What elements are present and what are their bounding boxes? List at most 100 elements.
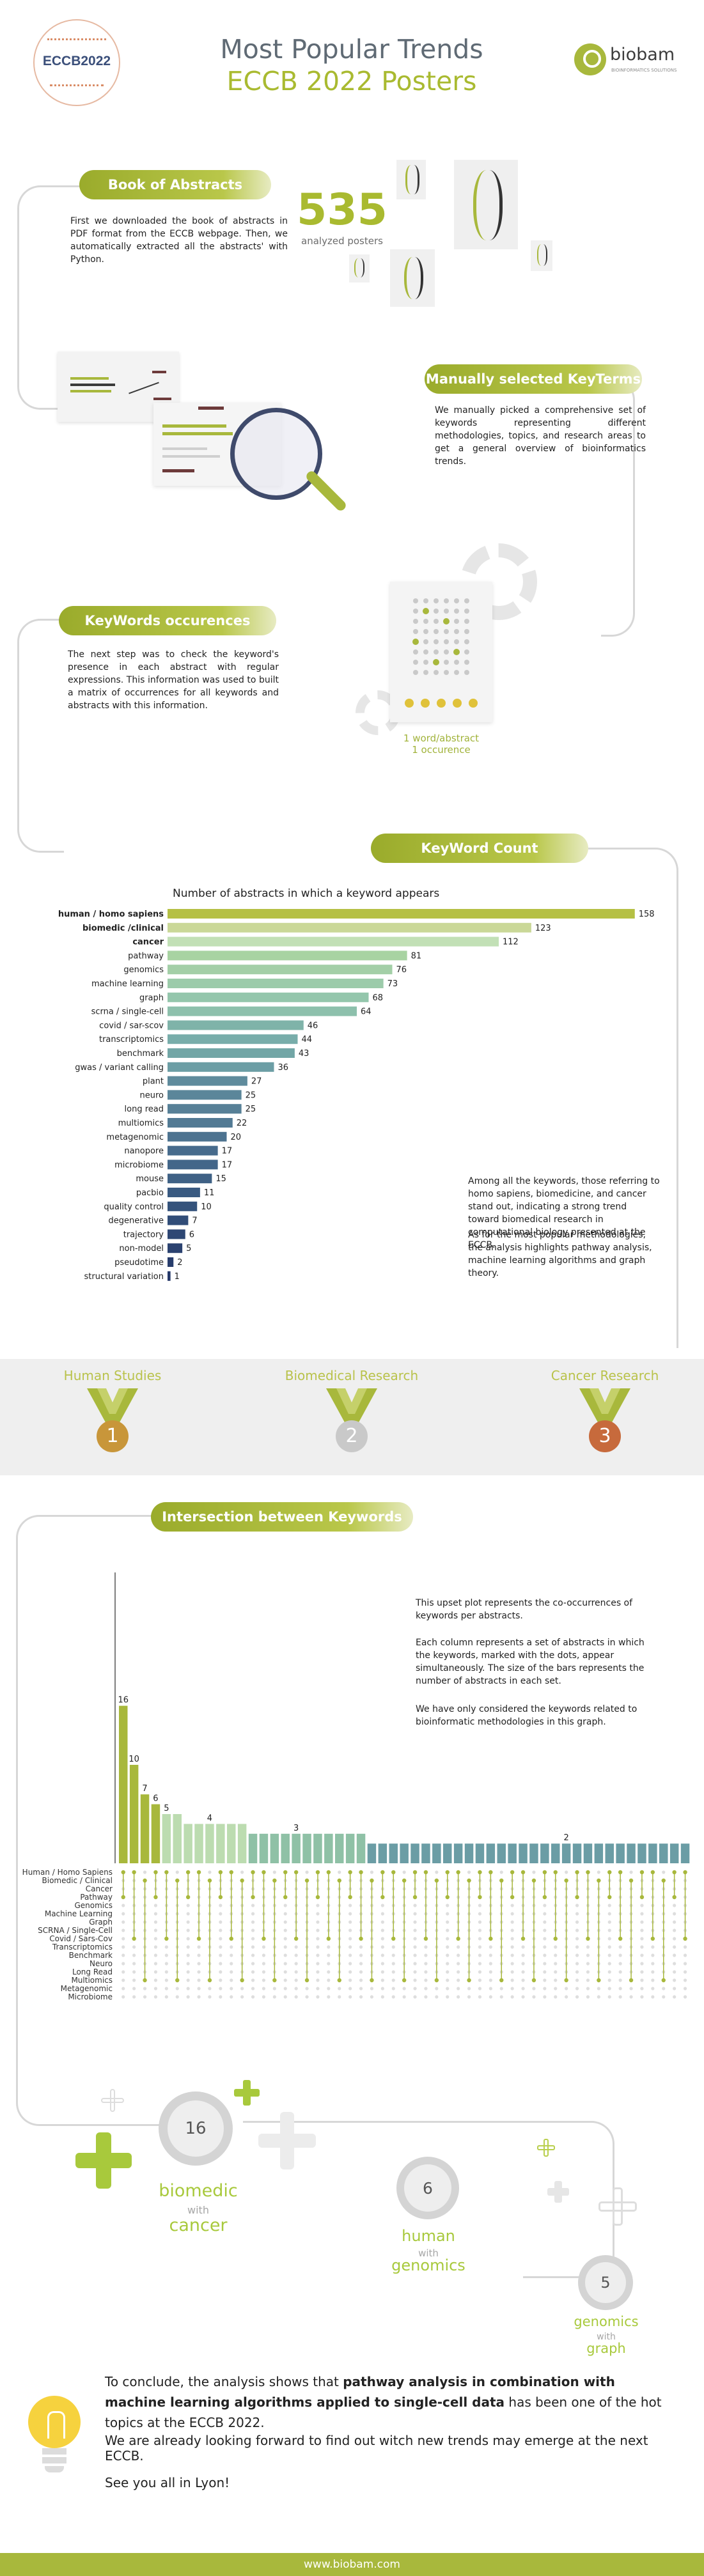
upset-matrix-dot: [153, 1978, 158, 1982]
upset-matrix-dot-active: [510, 1870, 515, 1875]
upset-bar: [519, 1843, 528, 1863]
upset-matrix-dot-active: [251, 1895, 255, 1900]
upset-matrix-dot: [607, 1928, 611, 1932]
footer-url-link[interactable]: www.biobam.com: [304, 2558, 400, 2571]
upset-bar: [605, 1843, 614, 1863]
upset-matrix-dot: [186, 1970, 190, 1974]
upset-bar: [367, 1843, 377, 1863]
upset-matrix-dot: [219, 1945, 223, 1949]
upset-matrix-dot: [673, 1928, 677, 1932]
upset-matrix-dot: [424, 1978, 428, 1982]
upset-set-label: Benchmark: [69, 1951, 113, 1960]
footer-bar: [0, 2553, 704, 2576]
upset-matrix-dot: [413, 1987, 417, 1990]
bar-label: microbiome: [114, 1160, 164, 1170]
bar: [168, 1020, 304, 1030]
upset-matrix-dot: [380, 1962, 384, 1966]
upset-matrix-dot: [478, 1928, 482, 1932]
upset-matrix-dot: [413, 1912, 417, 1916]
upset-matrix-dot: [575, 1987, 579, 1990]
upset-matrix-dot: [543, 1937, 547, 1941]
bar-value-label: 68: [373, 993, 384, 1003]
upset-bar: [443, 1843, 452, 1863]
manually-selected-keyterms-text: We manually picked a comprehensive set o…: [435, 405, 646, 467]
pair-3-word2: graph: [586, 2341, 626, 2356]
bar: [168, 1145, 218, 1156]
upset-set-label: Transcriptomics: [52, 1943, 113, 1951]
upset-matrix-dot: [262, 1953, 266, 1957]
lightbulb-icon: [28, 2396, 81, 2479]
analyzed-posters-caption: analyzed posters: [301, 235, 383, 247]
upset-matrix-dot: [380, 1928, 384, 1932]
upset-matrix-dot: [478, 1937, 482, 1941]
upset-matrix-dot: [262, 1970, 266, 1974]
upset-matrix-dot: [575, 1912, 579, 1916]
upset-matrix-dot-active: [402, 1978, 407, 1983]
upset-matrix-dot: [121, 1904, 125, 1907]
upset-matrix-dot: [683, 1945, 687, 1949]
upset-matrix-dot: [121, 1978, 125, 1982]
upset-bar: [194, 1824, 203, 1863]
keywords-occurences-text: The next step was to check the keyword's…: [68, 649, 279, 711]
upset-bar: [594, 1843, 604, 1863]
upset-matrix-dot-active: [196, 1870, 201, 1875]
upset-matrix-dot: [316, 1995, 320, 1999]
bar-value-label: 1: [175, 1272, 180, 1282]
bar: [168, 1104, 242, 1114]
upset-matrix-dot: [618, 1962, 622, 1966]
upset-matrix-dot-active: [370, 1878, 374, 1883]
upset-matrix-dot: [651, 1995, 655, 1999]
pair-1-word1: biomedic: [159, 2181, 238, 2201]
upset-matrix-dot: [327, 1962, 331, 1966]
upset-matrix-dot: [348, 1920, 352, 1924]
upset-matrix-dot: [262, 1945, 266, 1949]
upset-matrix-dot: [380, 1904, 384, 1907]
upset-matrix-dot: [359, 1953, 363, 1957]
upset-matrix-dot: [305, 1987, 309, 1990]
upset-bar: [680, 1843, 690, 1863]
medal-bronze: 3: [573, 1388, 637, 1465]
upset-matrix-dot: [121, 1912, 125, 1916]
occurrence-matrix-grid: [405, 598, 478, 708]
upset-matrix-dot-active: [683, 1870, 687, 1875]
upset-bar: [281, 1833, 290, 1863]
upset-matrix-dot: [607, 1970, 611, 1974]
bar-value-label: 73: [387, 979, 398, 989]
upset-matrix-dot: [510, 1995, 514, 1999]
upset-matrix-dot-active: [251, 1870, 255, 1875]
upset-matrix-dot: [510, 1912, 514, 1916]
upset-bar: [237, 1824, 247, 1863]
upset-bar-value-label: 3: [293, 1824, 299, 1833]
upset-matrix-dot: [565, 1995, 568, 1999]
upset-bar: [540, 1843, 549, 1863]
upset-matrix-dot: [219, 1920, 223, 1924]
upset-matrix-dot: [251, 1953, 255, 1957]
upset-matrix-dot: [283, 1904, 287, 1907]
medal-bronze-ribbon: [579, 1388, 630, 1424]
upset-matrix-dot: [446, 1970, 450, 1974]
upset-matrix-dot: [467, 1870, 471, 1874]
upset-bar: [659, 1843, 668, 1863]
upset-matrix-dot: [164, 1978, 168, 1982]
manually-selected-keyterms-pill: Manually selected KeyTerms: [425, 364, 642, 394]
upset-matrix-dot: [316, 1928, 320, 1932]
upset-bar: [616, 1843, 625, 1863]
upset-matrix-dot: [186, 1945, 190, 1949]
upset-matrix-dot: [186, 1962, 190, 1966]
bar-value-label: 81: [411, 951, 422, 961]
upset-matrix-dot-active: [423, 1870, 428, 1875]
upset-matrix-dot: [121, 1945, 125, 1949]
upset-matrix-dot: [294, 1970, 298, 1974]
bar-label: pathway: [128, 951, 164, 961]
upset-bar: [411, 1843, 419, 1863]
upset-matrix-dot: [532, 1987, 536, 1990]
upset-matrix-dot: [651, 1953, 655, 1957]
bar: [168, 950, 407, 961]
upset-bar-value-label: 6: [153, 1794, 158, 1804]
upset-matrix-dot-active: [380, 1895, 385, 1900]
upset-matrix-dot: [413, 1978, 417, 1982]
upset-matrix-dot: [683, 1978, 687, 1982]
upset-matrix-dot-active: [412, 1870, 418, 1875]
upset-matrix-dot: [251, 1904, 255, 1907]
upset-bar-value-label: 4: [207, 1813, 212, 1823]
